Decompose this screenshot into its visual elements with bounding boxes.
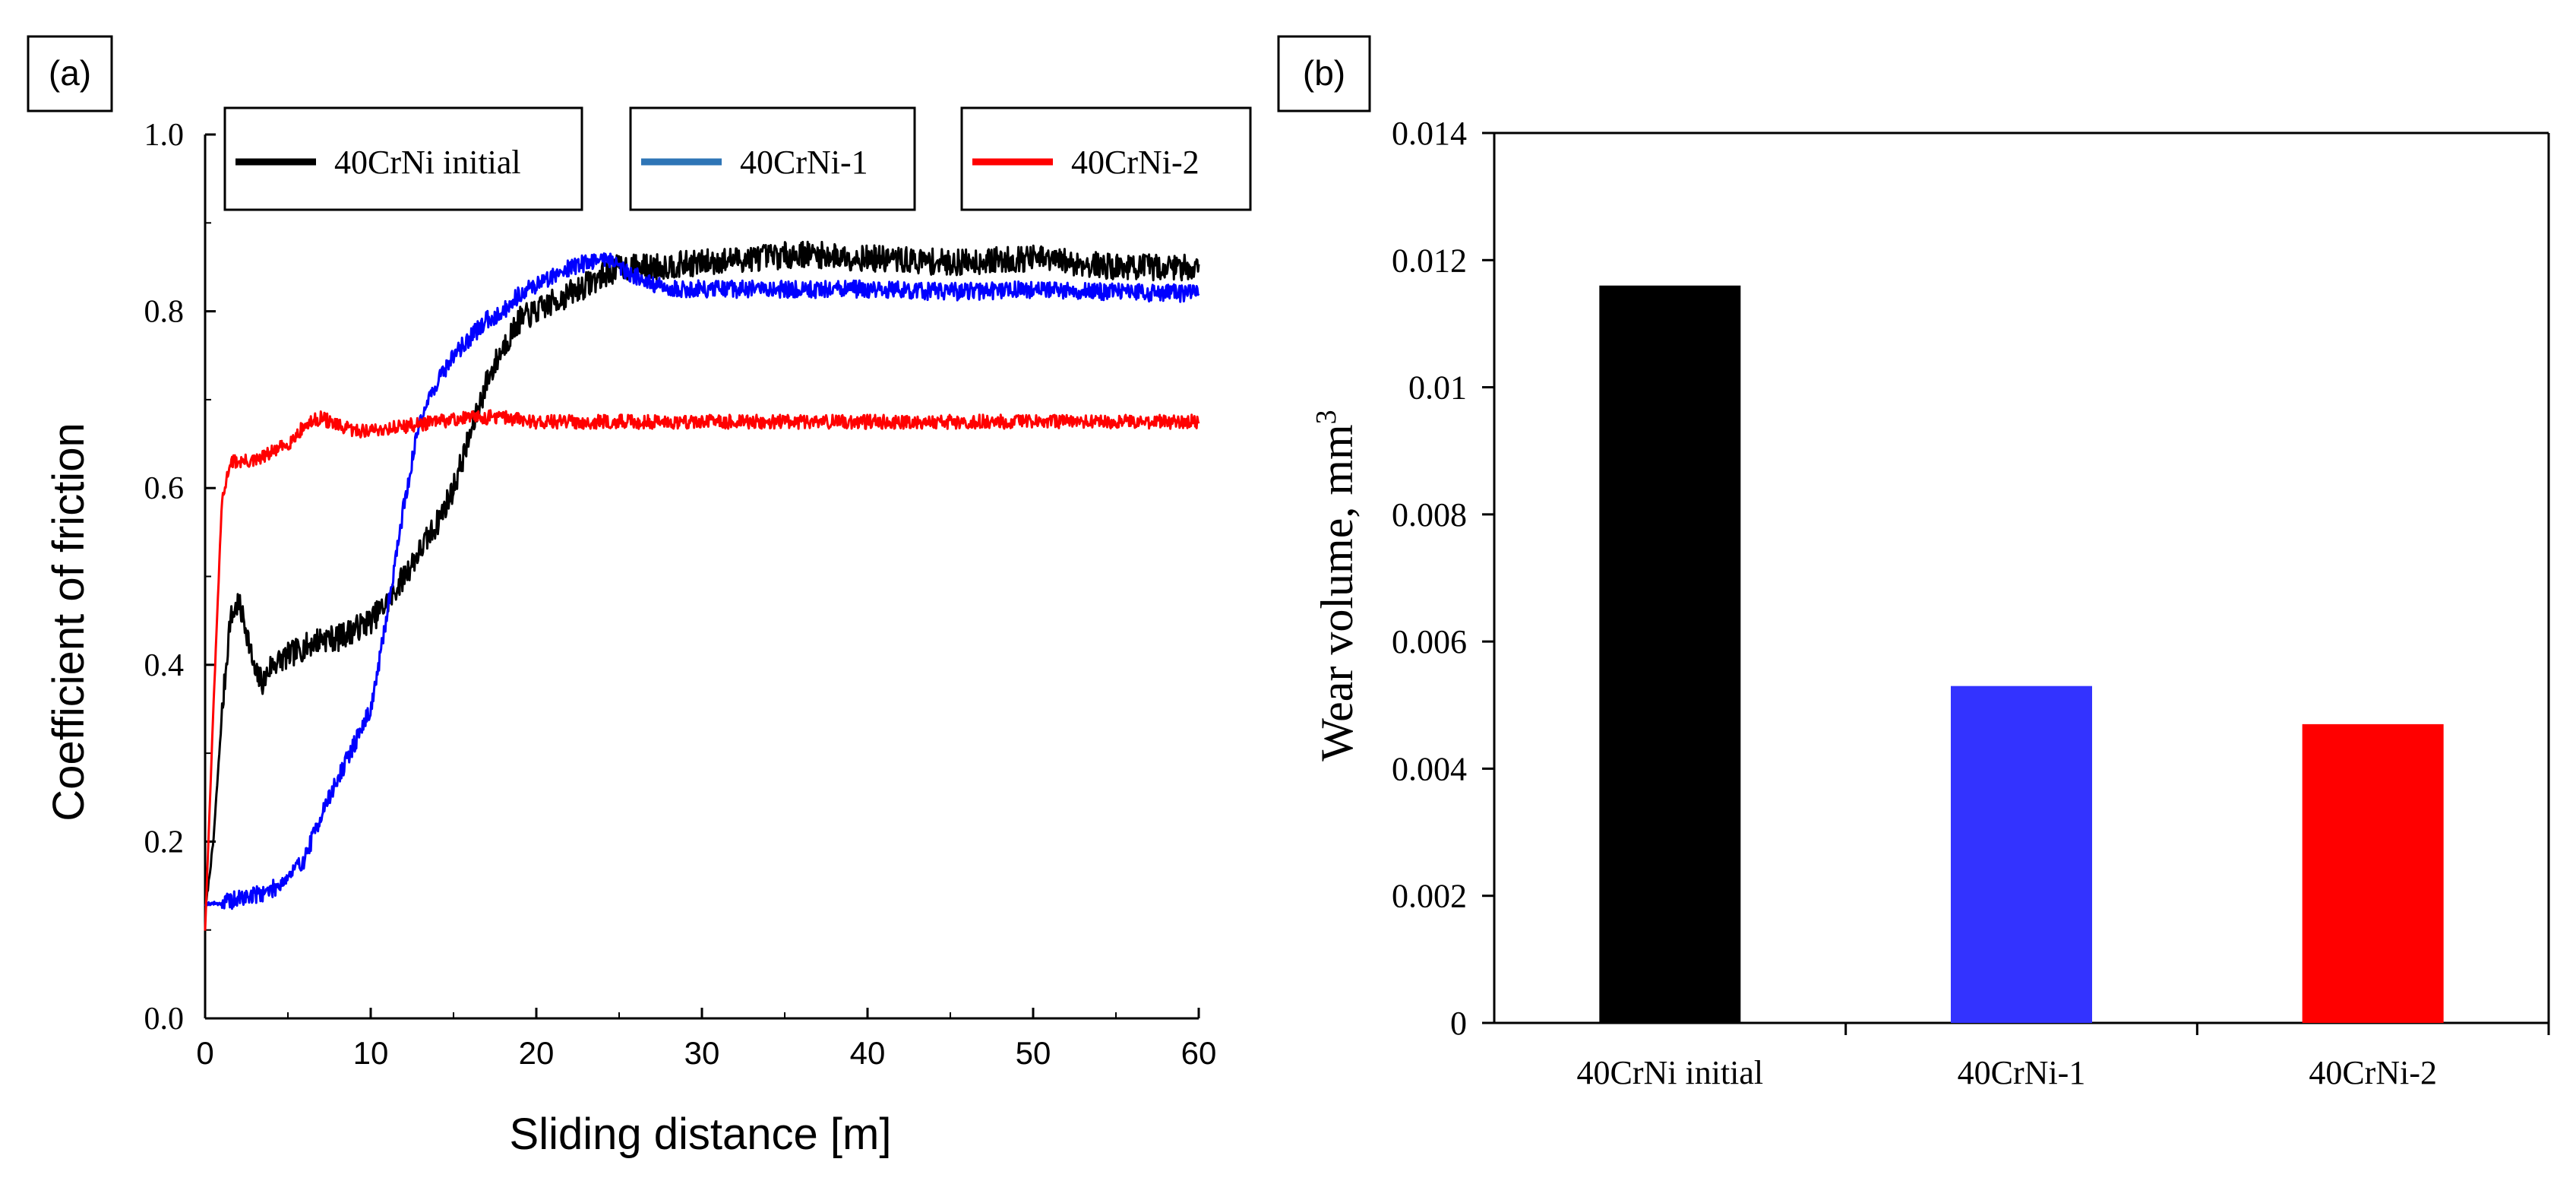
x-tick-label: 40CrNi-1	[1958, 1054, 2086, 1091]
bar-1	[1951, 685, 2092, 1023]
y-tick-label: 0.014	[1392, 115, 1467, 152]
y-tick-label: 0.004	[1392, 750, 1467, 787]
y-tick-label: 0.8	[144, 295, 185, 330]
y-tick-label: 0	[1450, 1005, 1467, 1042]
legend-label: 40CrNi initial	[334, 144, 521, 181]
y-tick-label: 0.6	[144, 471, 185, 506]
panel-a-label: (a)	[49, 53, 91, 93]
legend-item-0: 40CrNi initial	[223, 106, 583, 211]
y-tick-label: 0.012	[1392, 242, 1467, 279]
legend-label: 40CrNi-2	[1071, 144, 1199, 181]
x-tick-label: 40CrNi-2	[2309, 1054, 2437, 1091]
bar-2	[2302, 723, 2444, 1023]
x-tick-label: 40	[850, 1035, 886, 1071]
friction-line-chart: 0.0 0.2 0.4 0.6 0.8 1.0 0 10 20 30 40 50 60 Sliding d…	[44, 106, 1252, 1159]
y-tick-label: 0.002	[1392, 878, 1467, 915]
x-tick-label: 50	[1016, 1035, 1051, 1071]
x-tick-label: 10	[353, 1035, 389, 1071]
panel-b-label-box: (b)	[1277, 35, 1371, 112]
bar-0	[1599, 285, 1741, 1023]
x-axis-label: Sliding distance [m]	[510, 1110, 892, 1159]
x-tick-label: 30	[684, 1035, 720, 1071]
x-tick-label: 20	[519, 1035, 555, 1071]
y-tick-label: 0.006	[1392, 623, 1467, 660]
panel-a-label-box: (a)	[27, 35, 113, 112]
legend-box	[223, 106, 583, 211]
y-tick-label: 0.01	[1408, 369, 1467, 407]
y-axis-label: Wear volume, mm3	[1310, 410, 1362, 761]
y-axis-label: Coefficient of friction	[44, 423, 93, 821]
y-axis-label-superscript: 3	[1310, 410, 1342, 424]
legend-item-2: 40CrNi-2	[960, 106, 1252, 211]
x-tick-label: 40CrNi initial	[1577, 1054, 1764, 1091]
y-tick-label: 0.4	[144, 648, 185, 683]
legend-item-1: 40CrNi-1	[629, 106, 916, 211]
series-line-2	[204, 409, 1200, 931]
wear-bar-chart: 0 0.002 0.004 0.006 0.008 0.01 0.012 0.014 40CrN…	[1310, 115, 2550, 1091]
y-tick-label: 0.0	[144, 1002, 185, 1037]
x-tick-label: 60	[1181, 1035, 1217, 1071]
y-tick-label: 0.2	[144, 825, 185, 860]
panel-b-label: (b)	[1303, 53, 1345, 93]
y-axis-label-text: Wear volume, mm	[1312, 424, 1362, 761]
y-tick-label: 0.008	[1392, 496, 1467, 534]
series-line-1	[204, 252, 1200, 910]
x-tick-label: 0	[196, 1035, 213, 1071]
legend-label: 40CrNi-1	[740, 144, 868, 181]
y-tick-label: 1.0	[144, 118, 185, 153]
series-line-0	[204, 240, 1200, 914]
